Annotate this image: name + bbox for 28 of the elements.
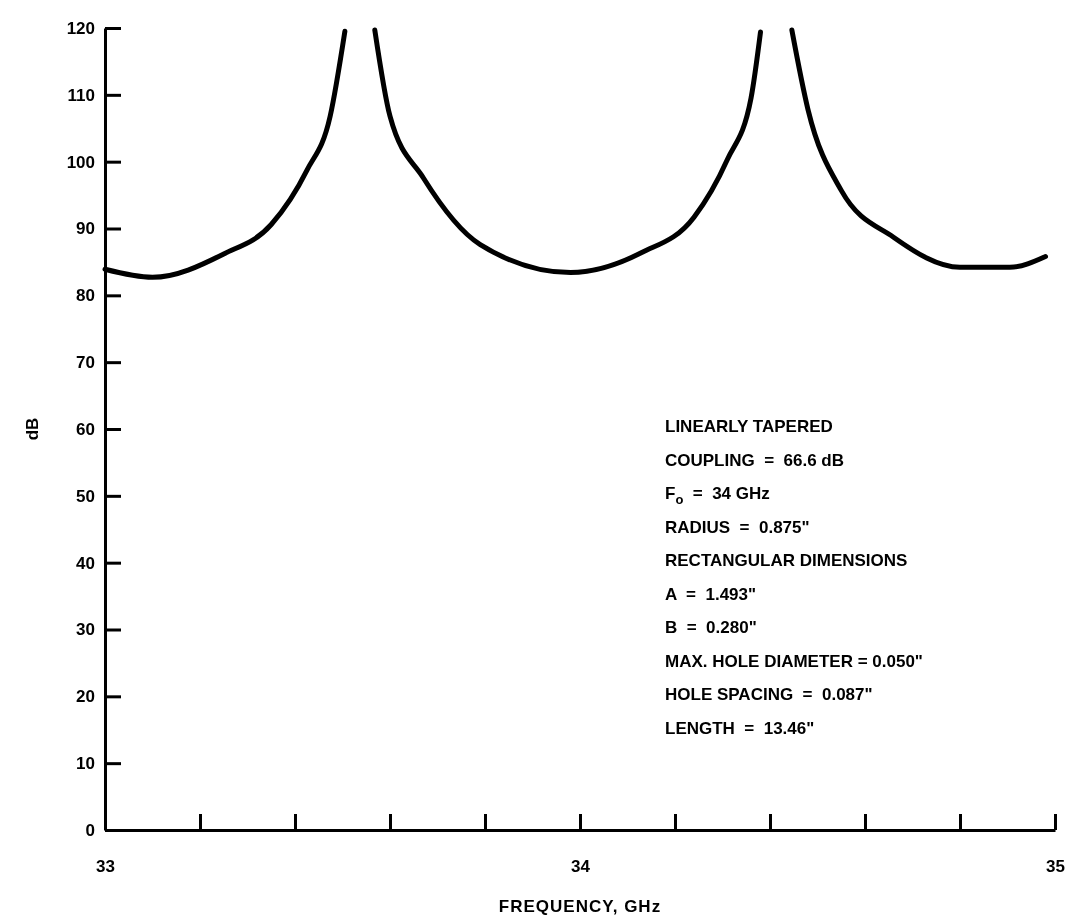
y-tick-label: 100 bbox=[66, 152, 95, 172]
y-tick-label: 0 bbox=[85, 820, 95, 840]
annotation: B = 0.280" bbox=[665, 618, 757, 637]
y-tick-label: 90 bbox=[76, 219, 95, 239]
annotation: HOLE SPACING = 0.087" bbox=[665, 685, 873, 704]
x-tick-label: 34 bbox=[571, 857, 591, 877]
x-axis-title: FREQUENCY, GHz bbox=[498, 897, 662, 916]
y-tick-label: 20 bbox=[76, 687, 95, 707]
y-axis-title: dB bbox=[23, 417, 42, 441]
y-tick-label: 120 bbox=[66, 18, 95, 38]
y-tick-label: 30 bbox=[76, 620, 95, 640]
annotation: MAX. HOLE DIAMETER = 0.050" bbox=[665, 651, 923, 671]
annotation: LENGTH = 13.46" bbox=[665, 718, 815, 738]
y-tick-label: 50 bbox=[76, 486, 95, 506]
annotation: LINEARLY TAPERED bbox=[665, 417, 833, 436]
y-tick-label: 60 bbox=[76, 419, 95, 439]
annotation: F$_{o}$ = 34 GHz bbox=[665, 484, 770, 507]
y-tick-label: 40 bbox=[76, 553, 95, 573]
y-tick-label: 70 bbox=[76, 353, 95, 373]
x-tick-label: 33 bbox=[96, 857, 115, 877]
annotation: RECTANGULAR DIMENSIONS bbox=[665, 551, 908, 570]
annotation: A = 1.493" bbox=[665, 584, 757, 604]
x-tick-label: 35 bbox=[1046, 857, 1065, 877]
annotation: RADIUS = 0.875" bbox=[665, 517, 810, 537]
y-tick-label: 10 bbox=[76, 754, 95, 774]
annotation: COUPLING = 66.6 dB bbox=[665, 450, 845, 470]
y-tick-label: 110 bbox=[67, 85, 95, 105]
y-tick-label: 80 bbox=[76, 286, 95, 306]
